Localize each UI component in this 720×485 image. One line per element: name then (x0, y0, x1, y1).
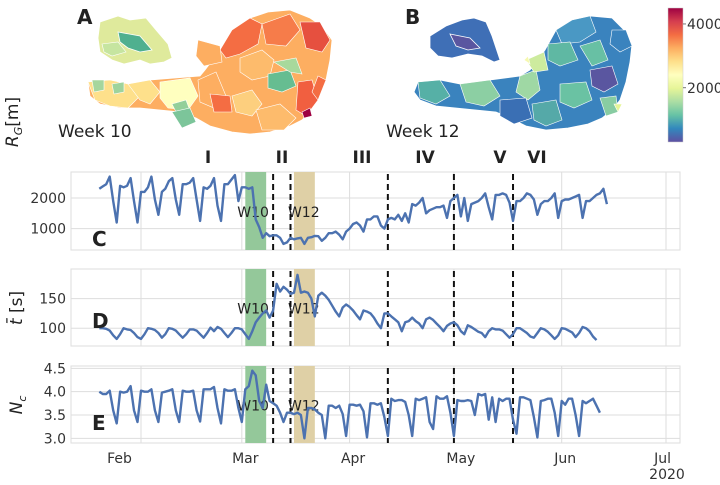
y-tick-label: 100 (39, 321, 66, 337)
plot-area (70, 268, 681, 347)
x-tick-label: Apr (341, 451, 365, 467)
y-tick-label: 150 (39, 292, 66, 308)
ylabel-e: Nc (7, 396, 29, 415)
panel-letter: E (92, 411, 106, 435)
phase-label: III (353, 148, 372, 168)
x-tick-label: Jun (553, 451, 576, 467)
x-tick-label: Feb (107, 451, 132, 467)
w10-band (245, 269, 267, 346)
phase-label: II (276, 148, 289, 168)
vienna-center-b (449, 33, 481, 51)
colorbar-gradient (667, 7, 684, 143)
austria-map-a (87, 9, 333, 135)
panel-letter: D (92, 309, 109, 333)
phase-label: I (205, 148, 211, 168)
colorbar-tick-label: 4000 (687, 17, 720, 33)
series-line (99, 273, 598, 341)
y-tick-label: 3.5 (44, 408, 66, 424)
phase-label: IV (415, 148, 435, 168)
phase-label: VI (527, 148, 546, 168)
map-panel-b: B Week 12 (386, 5, 633, 142)
y-tick-label: 1000 (30, 222, 66, 238)
series-line (98, 173, 609, 246)
y-tick-label: 4.0 (44, 385, 66, 401)
x-year-label: 2020 (649, 467, 685, 483)
plot-area (70, 171, 681, 251)
vienna-inset-a (97, 15, 173, 65)
panel-letter-a: A (77, 5, 93, 29)
vienna-district-a (101, 41, 127, 57)
y-tick-label: 4.5 (44, 361, 66, 377)
series-line (98, 369, 601, 440)
map-ylabel: RG[m] (3, 97, 25, 147)
y-tick-label: 3.0 (44, 431, 66, 447)
panel-letter-b: B (405, 5, 420, 29)
colorbar-tick-label: 2000 (687, 81, 720, 97)
vienna-inset-b (429, 17, 501, 63)
map-panel-a: A (58, 5, 333, 142)
x-tick-label: Mar (232, 451, 259, 467)
x-tick-label: Jul (653, 451, 671, 467)
w12-band (293, 366, 315, 443)
y-tick-label: 2000 (30, 191, 66, 207)
map-caption-b: Week 12 (386, 122, 460, 142)
vienna-center-a (117, 31, 153, 53)
w10-label: W10 (237, 205, 269, 221)
w10-band (245, 366, 267, 443)
ylabel-d: t̄ [s] (5, 291, 27, 325)
w12-label: W12 (288, 205, 320, 221)
phase-labels: I II III IV V VI (205, 148, 547, 168)
w10-label: W10 (237, 302, 269, 318)
map-caption-a: Week 10 (58, 122, 132, 142)
w12-band (293, 172, 315, 250)
w12-label: W12 (288, 399, 320, 415)
colorbar: 4000 2000 (667, 7, 720, 143)
x-tick-label: May (446, 451, 475, 467)
phase-label: V (493, 148, 507, 168)
austria-map-b (413, 15, 633, 131)
chart-panel-c: 2000 1000 W10 W12 C (30, 171, 681, 251)
panel-letter: C (92, 227, 107, 251)
